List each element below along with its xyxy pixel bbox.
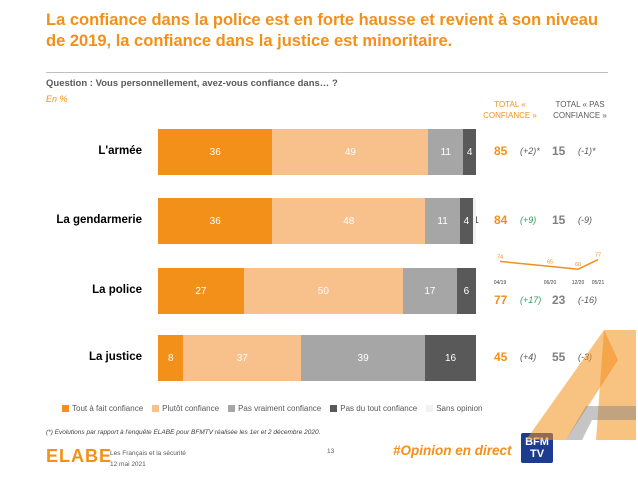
sparkline-value: 77 <box>595 253 601 259</box>
legend-swatch <box>330 404 338 412</box>
no-confidence-evolution: (-1)* <box>578 146 596 156</box>
bar-segment: 48 <box>272 198 426 244</box>
total-no-confidence-header: TOTAL « PAS CONFIANCE » <box>553 100 607 120</box>
bar-segment: 36 <box>158 198 273 244</box>
legend-item: Pas du tout confiance <box>330 404 417 413</box>
sparkline-date: 12/20 <box>572 280 585 286</box>
bar-segment: 49 <box>272 129 429 175</box>
source-title: Les Français et la sécurité <box>110 450 186 457</box>
footnote: (*) Evolutions par rapport à l'enquête E… <box>46 429 321 436</box>
source-date: 12 mai 2021 <box>110 461 146 468</box>
bar-segment: 4 <box>460 198 473 244</box>
legend-swatch <box>62 404 69 412</box>
total-confidence-value: 85 <box>494 144 508 158</box>
decorative-a-shape <box>526 330 636 440</box>
legend-label: Plutôt confiance <box>162 403 220 413</box>
category-label: L'armée <box>98 145 142 157</box>
sparkline-line <box>499 259 599 270</box>
legend-label: Pas vraiment confiance <box>238 403 322 413</box>
tv-text: TV <box>529 448 545 460</box>
total-confidence-value: 77 <box>494 293 508 307</box>
total-no-confidence-value: 15 <box>552 144 566 158</box>
bar-segment: 11 <box>425 198 461 244</box>
total-no-confidence-value: 15 <box>552 213 566 227</box>
data-label: 1 <box>473 215 479 225</box>
survey-question: Question : Vous personnellement, avez-vo… <box>46 78 338 89</box>
total-confidence-value: 45 <box>494 350 508 364</box>
bar-segment: 6 <box>456 268 476 314</box>
legend-swatch <box>152 404 160 412</box>
confidence-evolution: (+4) <box>520 352 537 362</box>
legend-item: Pas vraiment confiance <box>228 404 321 413</box>
bar-segment <box>472 198 476 244</box>
confidence-evolution: (+17) <box>520 295 542 305</box>
legend-label: Pas du tout confiance <box>340 403 418 413</box>
sparkline-value: 65 <box>547 259 553 265</box>
total-no-confidence-value: 23 <box>552 293 566 307</box>
bar-segment: 16 <box>425 335 476 381</box>
category-label: La police <box>92 284 142 296</box>
sparkline-date: 05/21 <box>592 280 605 286</box>
bar-segment: 4 <box>463 129 476 175</box>
no-confidence-evolution: (-16) <box>578 295 598 305</box>
bar-segment: 8 <box>158 335 184 381</box>
page-title: La confiance dans la police est en forte… <box>46 11 599 50</box>
confidence-evolution: (+2)* <box>520 146 540 156</box>
legend-item: Plutôt confiance <box>152 404 219 413</box>
page-number: 13 <box>327 448 335 455</box>
bar-segment: 50 <box>243 268 403 314</box>
total-confidence-value: 84 <box>494 213 508 227</box>
category-label: La justice <box>88 351 142 363</box>
elabe-logo: ELABE <box>46 446 113 466</box>
category-label: La gendarmerie <box>56 214 142 226</box>
legend-item: Tout à fait confiance <box>62 404 143 413</box>
legend-item: Sans opinion <box>426 404 482 413</box>
title-divider <box>46 72 608 73</box>
legend-swatch <box>228 404 236 412</box>
total-confidence-header: TOTAL « CONFIANCE » <box>483 100 537 120</box>
bar-segment: 36 <box>158 129 273 175</box>
legend-label: Tout à fait confiance <box>72 403 144 413</box>
sparkline-value: 60 <box>575 262 581 268</box>
confidence-evolution: (+9) <box>520 215 537 225</box>
hashtag: #Opinion en direct <box>393 443 512 458</box>
sparkline-value: 74 <box>497 254 503 260</box>
source-info: Les Français et la sécurité 12 mai 2021 <box>110 448 186 470</box>
legend-label: Sans opinion <box>436 403 483 413</box>
bar-segment: 39 <box>301 335 426 381</box>
total-no-confidence-value: 55 <box>552 350 566 364</box>
sparkline-date: 04/19 <box>494 280 507 286</box>
unit-label: En % <box>46 94 68 104</box>
legend-swatch <box>426 404 434 412</box>
no-confidence-evolution: (-9) <box>578 215 592 225</box>
bar-segment: 27 <box>158 268 244 314</box>
bar-segment: 11 <box>428 129 464 175</box>
chart-legend: Tout à fait confiance Plutôt confiance Pas… <box>62 402 491 414</box>
bar-segment: 17 <box>402 268 457 314</box>
police-trend-sparkline: 74 04/19 65 06/20 60 12/20 77 05/21 <box>494 253 605 286</box>
sparkline-date: 06/20 <box>544 280 557 286</box>
bar-segment: 37 <box>183 335 302 381</box>
